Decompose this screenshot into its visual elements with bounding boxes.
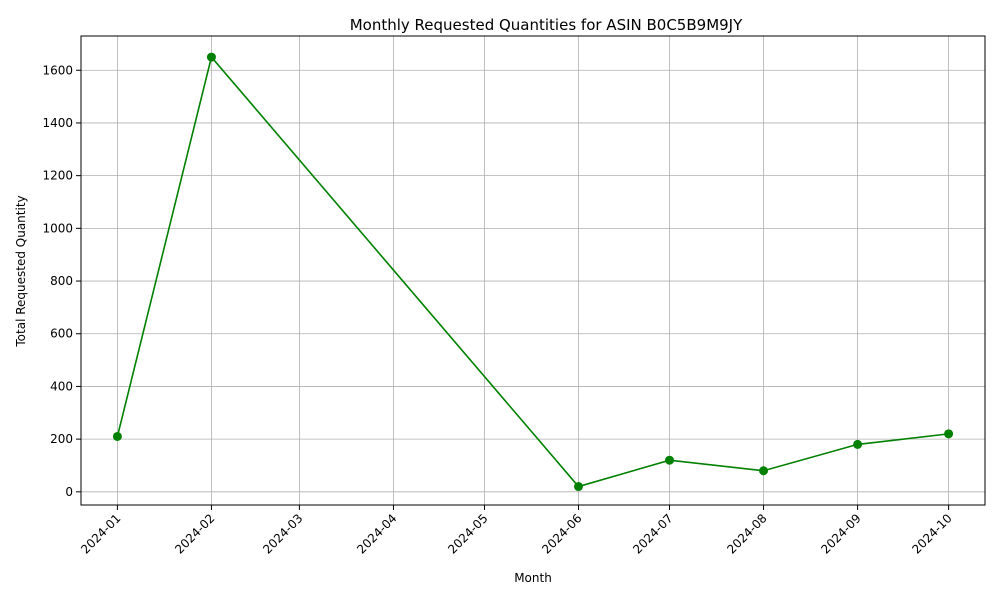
data-point [944,429,954,439]
data-point [206,52,216,62]
y-tick-label: 1400 [42,116,73,130]
y-tick-label: 800 [50,274,73,288]
x-tick-label: 2024-03 [260,511,305,556]
x-tick-label: 2024-08 [724,511,769,556]
x-tick-label: 2024-01 [78,511,123,556]
x-tick-label: 2024-09 [818,511,863,556]
y-tick-label: 1200 [42,169,73,183]
series-line [116,55,949,488]
y-tick-label: 600 [50,327,73,341]
x-axis-label: Month [514,571,552,585]
chart-title: Monthly Requested Quantities for ASIN B0… [350,16,743,34]
y-axis-label: Total Requested Quantity [14,195,28,347]
data-point [574,482,584,492]
data-point [853,439,863,449]
x-tick-label: 2024-06 [539,511,584,556]
series-layer [112,52,954,492]
x-tick-label: 2024-02 [172,511,217,556]
plot-frame [80,35,986,506]
y-axis: 0 200 400 600 800 1000 1200 1400 1600 [42,63,81,499]
x-axis: 2024-01 2024-02 2024-03 2024-04 2024-05 2024-… [78,505,955,557]
data-point [665,455,675,465]
x-tick-label: 2024-04 [354,511,399,556]
x-tick-label: 2024-10 [909,511,954,556]
x-tick-label: 2024-05 [445,511,490,556]
x-tick-label: 2024-07 [630,511,675,556]
grid [81,36,985,505]
y-tick-label: 200 [50,432,73,446]
data-point [759,466,769,476]
y-tick-label: 1000 [42,221,73,235]
data-point [112,431,122,441]
y-tick-label: 400 [50,379,73,393]
y-tick-label: 1600 [42,63,73,77]
y-tick-label: 0 [65,485,73,499]
